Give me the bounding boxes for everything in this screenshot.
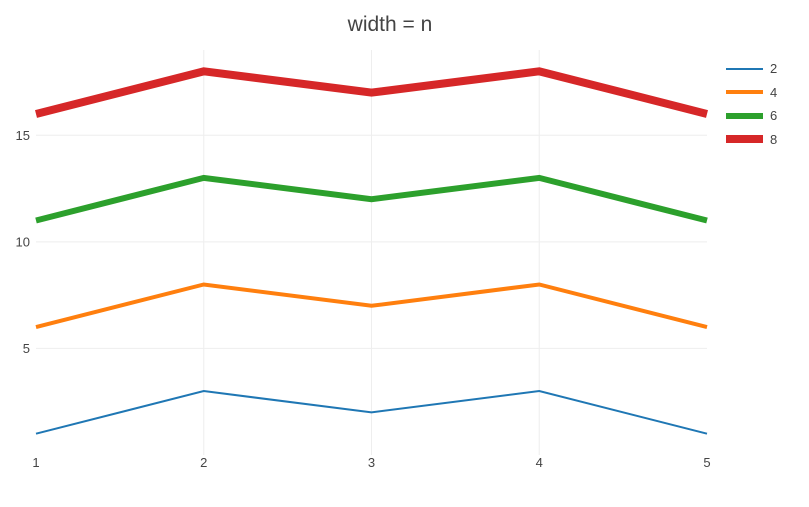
- x-tick-label: 4: [536, 455, 543, 470]
- x-tick-label: 2: [200, 455, 207, 470]
- y-tick-label: 5: [23, 341, 30, 356]
- legend: 2 4 6 8: [726, 57, 777, 151]
- x-tick-label: 3: [368, 455, 375, 470]
- series-line-8: [35, 67, 708, 118]
- legend-item-6[interactable]: 6: [726, 104, 777, 128]
- legend-line-sample: [726, 112, 763, 119]
- legend-label: 8: [770, 131, 778, 147]
- legend-item-4[interactable]: 4: [726, 81, 777, 105]
- x-tick-label: 1: [32, 455, 39, 470]
- legend-label: 2: [770, 61, 778, 77]
- legend-item-8[interactable]: 8: [726, 128, 777, 152]
- legend-label: 6: [770, 108, 778, 124]
- series-line-6: [35, 174, 708, 224]
- legend-label: 4: [770, 84, 778, 100]
- chart-title: width = n: [347, 13, 433, 36]
- y-tick-label: 10: [16, 234, 30, 249]
- legend-item-2[interactable]: 2: [726, 57, 777, 81]
- y-tick-label: 15: [16, 128, 30, 143]
- series-line-2: [35, 390, 708, 435]
- legend-line-sample: [726, 135, 763, 144]
- legend-line-sample: [726, 90, 763, 95]
- x-tick-label: 5: [703, 455, 710, 470]
- series-line-4: [35, 282, 708, 330]
- legend-line-sample: [726, 67, 763, 70]
